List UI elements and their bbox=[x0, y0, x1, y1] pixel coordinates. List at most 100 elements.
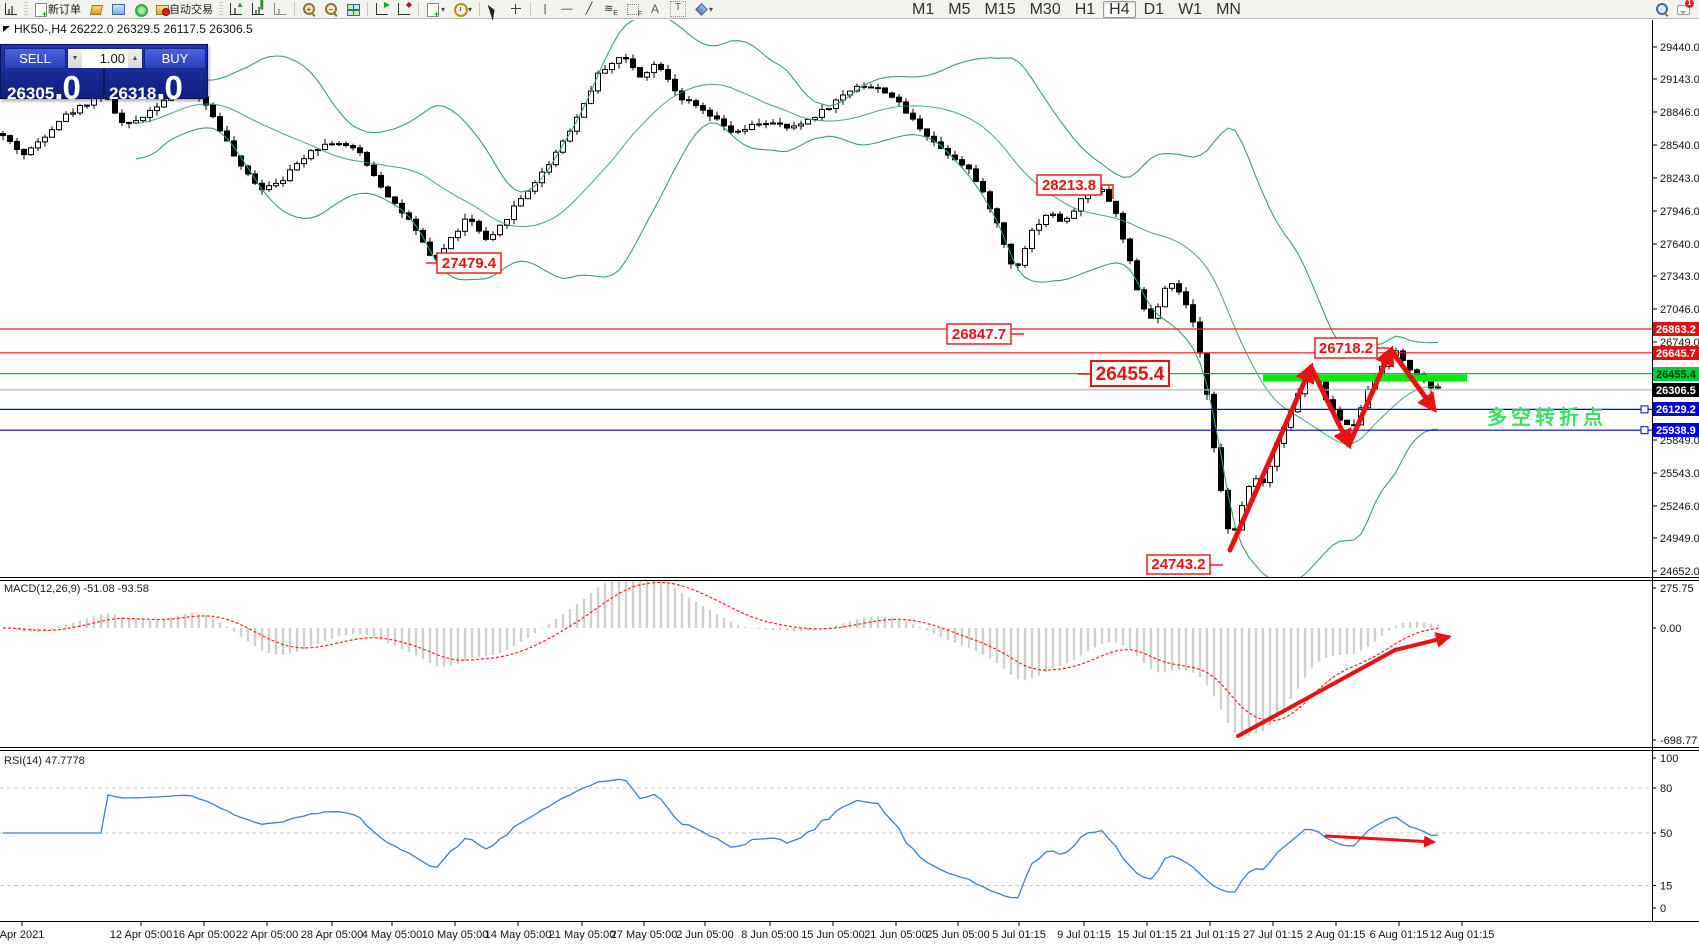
price-axis[interactable]: 29440.0 29143.0 28846.0 28540.0 28243.0 27946… bbox=[1652, 42, 1699, 915]
pane-borders bbox=[0, 20, 1699, 922]
svg-text:5 Jul 01:15: 5 Jul 01:15 bbox=[992, 929, 1046, 941]
cursor-tool-icon[interactable] bbox=[484, 1, 504, 21]
svg-text:275.75: 275.75 bbox=[1660, 583, 1694, 595]
zoom-out-icon[interactable]: − bbox=[321, 1, 341, 17]
crosshair-tool-icon[interactable] bbox=[506, 1, 526, 17]
svg-text:24743.2: 24743.2 bbox=[1151, 556, 1205, 573]
templates-icon[interactable]: + ▾ bbox=[423, 1, 448, 19]
indicator-add-icon[interactable]: ▌ bbox=[248, 1, 268, 17]
price-annotation-labels[interactable]: 28213.8 27479.4 26847.7 26718.2 26455.4 24743… bbox=[426, 174, 1389, 575]
new-order-label: 新订单 bbox=[48, 4, 81, 16]
svg-text:50: 50 bbox=[1660, 828, 1672, 840]
market-watch-icon[interactable] bbox=[86, 1, 106, 17]
svg-text:80: 80 bbox=[1660, 783, 1672, 795]
svg-text:27046.0: 27046.0 bbox=[1660, 304, 1699, 316]
toolbar: + 新订单 自动交易 ▲ ▌ + − ▶ ◆ + ▾ ▾ | — ╱ ≋E F A bbox=[0, 0, 1699, 21]
search-icon[interactable] bbox=[1652, 1, 1672, 17]
svg-text:26306.5: 26306.5 bbox=[1656, 385, 1696, 397]
new-order-button[interactable]: + 新订单 bbox=[31, 1, 84, 19]
svg-text:25849.0: 25849.0 bbox=[1660, 435, 1699, 447]
svg-text:28846.0: 28846.0 bbox=[1660, 107, 1699, 119]
timeframe-button-w1[interactable]: W1 bbox=[1178, 1, 1203, 18]
trendline-tool-icon[interactable]: ╱ bbox=[585, 3, 593, 15]
macd-signal-line bbox=[2, 581, 1439, 722]
svg-text:6 Aug 01:15: 6 Aug 01:15 bbox=[1370, 929, 1429, 941]
svg-text:-698.77: -698.77 bbox=[1660, 735, 1697, 747]
svg-text:24652.0: 24652.0 bbox=[1660, 566, 1699, 578]
svg-text:14 May 05:00: 14 May 05:00 bbox=[485, 929, 552, 941]
rsi-levels bbox=[0, 787, 1652, 886]
sell-price[interactable]: 26305.0 bbox=[7, 69, 81, 106]
rsi-line bbox=[3, 778, 1439, 899]
candlesticks bbox=[0, 53, 1441, 534]
macd-trend-arrow[interactable] bbox=[1236, 632, 1452, 738]
zoom-in-icon[interactable]: + bbox=[299, 1, 319, 17]
chart-shift-icon[interactable]: ◆ bbox=[394, 1, 414, 17]
svg-text:28540.0: 28540.0 bbox=[1660, 140, 1699, 152]
notifications-icon[interactable]: 1 bbox=[1674, 0, 1694, 17]
rsi-trend-arrow[interactable] bbox=[1324, 834, 1436, 848]
bollinger-bands bbox=[135, 20, 1439, 577]
svg-text:8 Jun 05:00: 8 Jun 05:00 bbox=[741, 929, 799, 941]
timeframe-group: M1 M5 M15 M30 H1 H4 D1 W1 MN bbox=[905, 1, 1248, 18]
text-tool-icon[interactable]: A bbox=[651, 2, 660, 16]
svg-text:27640.0: 27640.0 bbox=[1660, 239, 1699, 251]
timeframe-button-d1[interactable]: D1 bbox=[1143, 1, 1165, 18]
hline-tool-icon[interactable]: — bbox=[561, 3, 573, 15]
terminal-icon[interactable] bbox=[108, 1, 128, 17]
svg-text:26863.2: 26863.2 bbox=[1656, 324, 1696, 336]
objects-icon[interactable] bbox=[270, 1, 290, 17]
grid-tool-icon[interactable]: F bbox=[623, 1, 643, 18]
svg-text:21 Jul 01:15: 21 Jul 01:15 bbox=[1180, 929, 1240, 941]
svg-text:27 Jul 01:15: 27 Jul 01:15 bbox=[1243, 929, 1303, 941]
rsi-indicator-label: RSI(14) 47.7778 bbox=[4, 755, 85, 767]
arrows-tool-icon[interactable]: ▾ bbox=[691, 1, 716, 17]
timeframe-button-m5[interactable]: M5 bbox=[948, 1, 971, 18]
timeframe-button-mn[interactable]: MN bbox=[1216, 1, 1241, 18]
svg-text:24949.0: 24949.0 bbox=[1660, 533, 1699, 545]
fibonacci-tool-icon[interactable]: ≋E bbox=[604, 3, 618, 18]
notification-badge: 1 bbox=[1685, 0, 1694, 8]
svg-text:15: 15 bbox=[1660, 881, 1672, 893]
indicator-list-icon[interactable]: ▲ bbox=[226, 1, 246, 17]
period-icon[interactable]: ▾ bbox=[450, 1, 475, 17]
volume-decrease-button[interactable]: ▼ bbox=[68, 49, 82, 68]
svg-text:28243.0: 28243.0 bbox=[1660, 173, 1699, 185]
chinese-annotation-text: 多空转折点 bbox=[1487, 407, 1607, 429]
trend-zigzag-arrows[interactable] bbox=[1227, 345, 1437, 553]
auto-scroll-icon[interactable]: ▶ bbox=[372, 1, 392, 17]
svg-text:28 Apr 05:00: 28 Apr 05:00 bbox=[301, 929, 363, 941]
signals-icon[interactable] bbox=[130, 1, 150, 17]
timeframe-button-m15[interactable]: M15 bbox=[984, 1, 1016, 18]
buy-button[interactable]: BUY bbox=[144, 48, 206, 69]
svg-text:26847.7: 26847.7 bbox=[952, 326, 1006, 343]
chart-corner-icon[interactable] bbox=[1, 1, 21, 17]
volume-input[interactable] bbox=[82, 49, 128, 68]
svg-text:2 Aug 01:15: 2 Aug 01:15 bbox=[1307, 929, 1366, 941]
macd-histogram bbox=[8, 581, 1440, 737]
svg-text:25 Jun 05:00: 25 Jun 05:00 bbox=[926, 929, 990, 941]
buy-price[interactable]: 26318.0 bbox=[109, 69, 183, 106]
svg-text:26718.2: 26718.2 bbox=[1319, 340, 1373, 357]
timeframe-button-m30[interactable]: M30 bbox=[1029, 1, 1061, 18]
time-axis[interactable]: Apr 2021 12 Apr 05:00 16 Apr 05:00 22 Apr 0… bbox=[0, 922, 1494, 941]
svg-text:21 May 05:00: 21 May 05:00 bbox=[549, 929, 616, 941]
sell-button[interactable]: SELL bbox=[4, 48, 66, 69]
svg-text:29440.0: 29440.0 bbox=[1660, 42, 1699, 54]
svg-text:27946.0: 27946.0 bbox=[1660, 206, 1699, 218]
svg-text:15 Jun 05:00: 15 Jun 05:00 bbox=[801, 929, 865, 941]
svg-text:26129.2: 26129.2 bbox=[1656, 404, 1696, 416]
timeframe-button-m1[interactable]: M1 bbox=[912, 1, 935, 18]
timeframe-button-h4[interactable]: H4 bbox=[1103, 1, 1136, 18]
vline-tool-icon[interactable]: | bbox=[543, 3, 547, 15]
svg-text:4 May 05:00: 4 May 05:00 bbox=[362, 929, 423, 941]
svg-text:26645.7: 26645.7 bbox=[1656, 348, 1696, 360]
label-tool-icon[interactable]: T bbox=[667, 1, 689, 17]
svg-text:12 Aug 01:15: 12 Aug 01:15 bbox=[1430, 929, 1495, 941]
autotrade-button[interactable]: 自动交易 bbox=[152, 1, 216, 17]
volume-increase-button[interactable]: ▲ bbox=[128, 49, 142, 68]
timeframe-button-h1[interactable]: H1 bbox=[1074, 1, 1096, 18]
tile-windows-icon[interactable] bbox=[343, 1, 363, 17]
